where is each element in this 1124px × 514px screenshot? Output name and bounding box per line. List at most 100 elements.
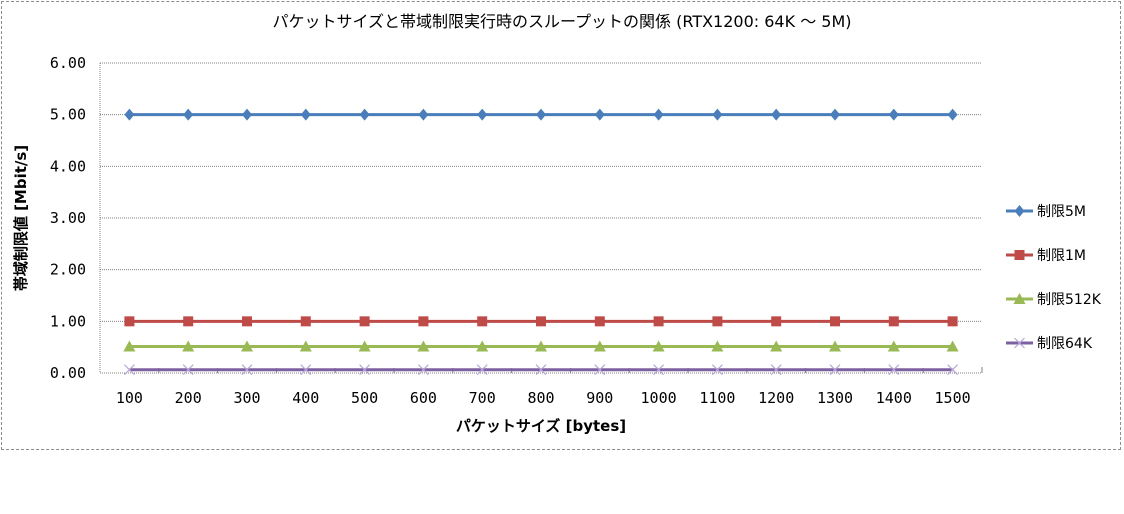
y-tick-label: 3.00 bbox=[50, 209, 86, 227]
x-tick-label: 100 bbox=[116, 389, 143, 407]
diamond-marker bbox=[183, 108, 194, 121]
square-marker bbox=[536, 316, 546, 327]
legend-item: 制限1M bbox=[1006, 248, 1086, 264]
x-marker bbox=[653, 364, 665, 376]
triangle-marker bbox=[887, 340, 900, 352]
diamond-marker bbox=[242, 108, 252, 121]
legend-label: 制限5M bbox=[1037, 204, 1086, 220]
square-marker bbox=[712, 316, 723, 327]
square-marker bbox=[477, 316, 488, 327]
series-group bbox=[123, 108, 959, 376]
series-制限1M bbox=[124, 316, 958, 327]
x-marker bbox=[770, 364, 782, 376]
legend-item: 制限5M bbox=[1006, 204, 1086, 220]
square-marker bbox=[242, 316, 252, 327]
series-制限512K bbox=[123, 340, 959, 352]
diamond-marker bbox=[477, 108, 488, 121]
square-marker bbox=[947, 316, 958, 327]
diamond-marker bbox=[359, 108, 370, 121]
x-axis-label: パケットサイズ [bytes] bbox=[456, 417, 626, 435]
triangle-marker bbox=[711, 340, 724, 352]
y-axis-label: 帯域制限値 [Mbit/s] bbox=[12, 145, 30, 291]
triangle-marker bbox=[829, 340, 841, 352]
x-marker bbox=[476, 364, 488, 376]
diamond-marker bbox=[712, 108, 723, 121]
x-tick-label: 1000 bbox=[641, 389, 677, 407]
diamond-marker bbox=[300, 108, 311, 121]
triangle-marker bbox=[770, 340, 783, 352]
y-tick-label: 6.00 bbox=[50, 54, 86, 72]
y-tick-label: 5.00 bbox=[50, 106, 86, 124]
triangle-marker bbox=[652, 340, 665, 352]
y-tick-label: 1.00 bbox=[50, 312, 86, 330]
square-marker bbox=[653, 316, 664, 327]
x-marker bbox=[359, 364, 371, 376]
x-marker bbox=[947, 364, 959, 376]
legend-label: 制限1M bbox=[1037, 248, 1086, 264]
x-marker bbox=[417, 364, 429, 376]
square-marker bbox=[771, 316, 782, 327]
x-marker bbox=[1014, 337, 1025, 349]
square-marker bbox=[359, 316, 370, 327]
x-tick-label: 600 bbox=[410, 389, 437, 407]
triangle-marker bbox=[182, 340, 195, 352]
x-tick-label: 500 bbox=[351, 389, 378, 407]
x-marker bbox=[535, 364, 547, 376]
x-marker bbox=[711, 364, 723, 376]
y-tick-label: 2.00 bbox=[50, 261, 86, 279]
x-tick-label: 1200 bbox=[758, 389, 794, 407]
square-marker bbox=[888, 316, 899, 327]
x-tick-label: 1500 bbox=[935, 389, 971, 407]
y-tick-label: 4.00 bbox=[50, 157, 86, 175]
x-tick-label: 700 bbox=[469, 389, 496, 407]
chart-frame bbox=[1, 1, 1121, 450]
diamond-marker bbox=[888, 108, 899, 121]
x-tick-label: 1100 bbox=[699, 389, 735, 407]
triangle-marker bbox=[299, 340, 312, 352]
diamond-marker bbox=[947, 108, 958, 121]
x-marker bbox=[182, 364, 194, 376]
legend: 制限5M 制限1M 制限512K 制限64K bbox=[1006, 204, 1102, 352]
series-制限5M bbox=[124, 108, 958, 121]
diamond-marker bbox=[653, 108, 664, 121]
triangle-marker bbox=[1013, 293, 1026, 304]
square-marker bbox=[183, 316, 194, 327]
x-marker bbox=[888, 364, 900, 376]
diamond-marker bbox=[830, 108, 840, 121]
triangle-marker bbox=[358, 340, 371, 352]
square-marker bbox=[124, 316, 135, 327]
diamond-marker bbox=[1014, 205, 1025, 217]
x-tick-label: 1300 bbox=[817, 389, 853, 407]
diamond-marker bbox=[124, 108, 135, 121]
x-marker bbox=[594, 364, 606, 376]
triangle-marker bbox=[535, 340, 547, 352]
square-marker bbox=[594, 316, 605, 327]
square-marker bbox=[1014, 250, 1025, 260]
x-tick-label: 300 bbox=[233, 389, 260, 407]
chart-title: パケットサイズと帯域制限実行時のスループットの関係 (RTX1200: 64K … bbox=[272, 12, 851, 31]
triangle-marker bbox=[593, 340, 606, 352]
diamond-marker bbox=[594, 108, 605, 121]
x-marker bbox=[123, 364, 135, 376]
triangle-marker bbox=[417, 340, 430, 352]
square-marker bbox=[830, 316, 840, 327]
legend-label: 制限64K bbox=[1037, 336, 1093, 352]
triangle-marker bbox=[123, 340, 136, 352]
legend-item: 制限512K bbox=[1006, 292, 1102, 308]
x-marker bbox=[829, 364, 841, 376]
x-tick-label: 400 bbox=[292, 389, 319, 407]
x-marker bbox=[300, 364, 312, 376]
square-marker bbox=[300, 316, 311, 327]
diamond-marker bbox=[771, 108, 782, 121]
x-tick-label: 900 bbox=[586, 389, 613, 407]
y-tick-label: 0.00 bbox=[50, 364, 86, 382]
square-marker bbox=[418, 316, 429, 327]
legend-label: 制限512K bbox=[1037, 292, 1102, 308]
legend-item: 制限64K bbox=[1006, 336, 1093, 352]
x-axis-ticks: 100 200 300 400 500 600 700 800 900 1000 1100 1200 1… bbox=[116, 368, 971, 407]
triangle-marker bbox=[476, 340, 489, 352]
x-tick-label: 200 bbox=[175, 389, 202, 407]
x-tick-label: 800 bbox=[527, 389, 554, 407]
triangle-marker bbox=[241, 340, 253, 352]
